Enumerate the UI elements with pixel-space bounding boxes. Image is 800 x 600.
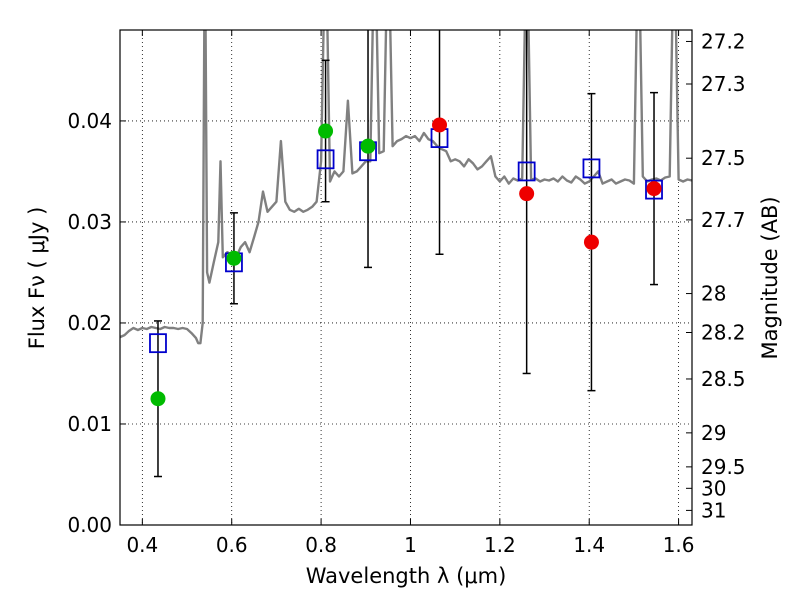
y-tick-label: 0.00 (67, 513, 112, 537)
magnitude-tick-label: 28.2 (701, 320, 746, 344)
red-point-marker (519, 186, 535, 202)
x-tick-label: 1.2 (484, 533, 516, 557)
x-tick-label: 1.4 (573, 533, 605, 557)
plot-background (120, 30, 692, 525)
plot-frame (119, 29, 693, 526)
y-axis-ticks: 0.00 0.01 0.02 0.03 0.04 (67, 109, 126, 537)
magnitude-tick-label: 28.5 (701, 367, 746, 391)
data-point-layer (150, 117, 662, 407)
model-box-marker (645, 179, 663, 200)
green-point-marker (318, 123, 334, 139)
magnitude-tick-label: 29 (701, 421, 726, 445)
model-box-marker (517, 161, 536, 182)
x-tick-label: 1.6 (663, 533, 695, 557)
magnitude-tick-label: 27.5 (701, 146, 746, 170)
red-point-marker (583, 234, 599, 250)
model-box-layer (149, 128, 663, 354)
green-point-marker (150, 391, 166, 407)
red-point-marker (432, 117, 448, 133)
x-axis-ticks: 0.4 0.6 0.8 1 1.2 1.4 1.6 (126, 30, 695, 557)
model-box-marker (316, 149, 335, 170)
magnitude-tick-label: 30 (701, 476, 726, 500)
magnitude-tick-label: 27.3 (701, 72, 746, 96)
magnitude-tick-label: 31 (701, 498, 726, 522)
y-tick-label: 0.01 (67, 412, 112, 436)
y-tick-label: 0.03 (67, 210, 112, 234)
x-axis-label: Wavelength λ (μm) (306, 564, 507, 588)
green-point-marker (226, 250, 242, 266)
x-tick-label: 1 (404, 533, 417, 557)
x-tick-label: 0.6 (216, 533, 248, 557)
y-tick-label: 0.02 (67, 311, 112, 335)
magnitude-tick-label: 28 (701, 282, 726, 306)
x-tick-label: 0.8 (305, 533, 337, 557)
y-tick-label: 0.04 (67, 109, 112, 133)
model-box-marker (149, 333, 167, 354)
model-box-marker (582, 158, 601, 179)
green-point-marker (360, 138, 376, 154)
y-axis-label: Flux Fν ( μJy ) (25, 207, 49, 350)
red-point-marker (646, 181, 662, 197)
magnitude-tick-label: 29.5 (701, 455, 746, 479)
x-tick-label: 0.4 (126, 533, 158, 557)
magnitude-tick-label: 27.2 (701, 29, 746, 53)
magnitude-tick-label: 27.7 (701, 208, 746, 232)
right-axis-label: Magnitude (AB) (758, 196, 782, 359)
